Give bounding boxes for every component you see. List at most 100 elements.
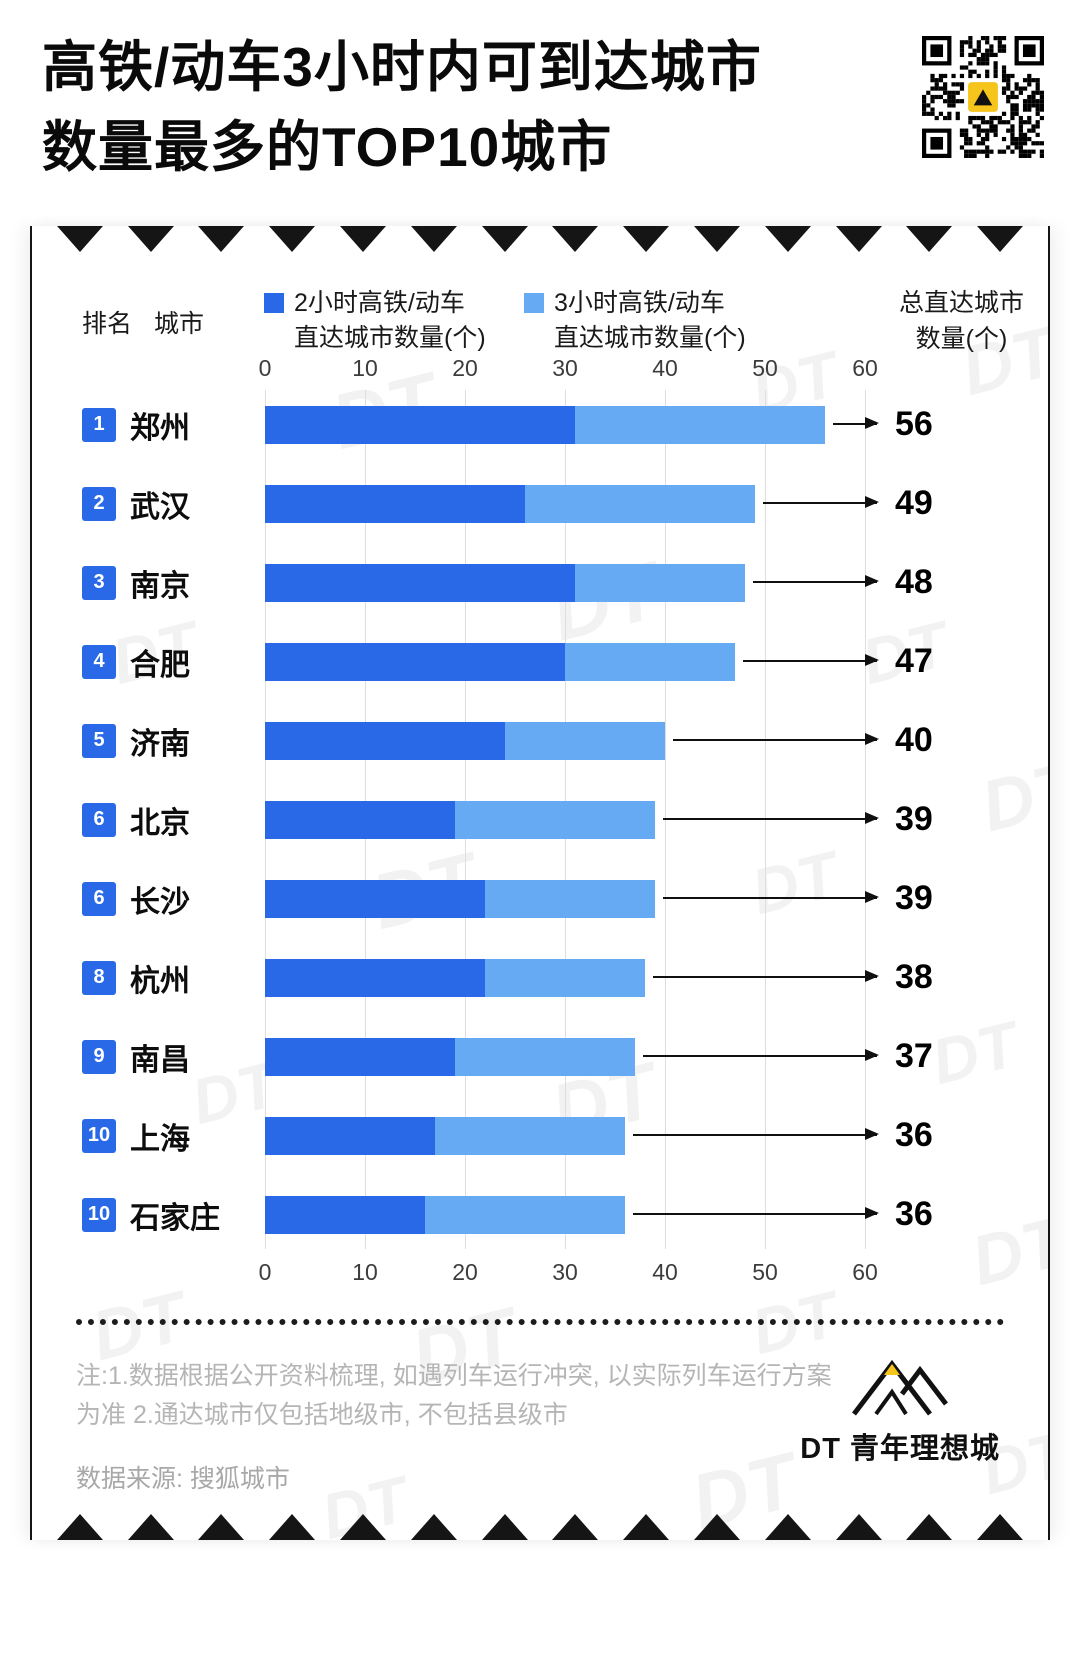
legend-label-2h: 2小时高铁/动车 直达城市数量(个) bbox=[294, 289, 486, 352]
bar-segment-3h bbox=[575, 405, 825, 444]
bar-segment-2h bbox=[265, 484, 525, 523]
title-line1: 高铁/动车3小时内可到达城市 bbox=[42, 36, 762, 98]
city-column-header: 城市 bbox=[154, 310, 205, 338]
axis-tick-label: 40 bbox=[652, 1259, 678, 1285]
rank-badge: 10 bbox=[82, 1118, 116, 1153]
city-label: 北京 bbox=[130, 806, 190, 840]
mountain-logo-icon bbox=[852, 1359, 949, 1416]
bar-segment-3h bbox=[435, 1116, 625, 1155]
rank-badge: 2 bbox=[82, 486, 116, 521]
table-row: 2 武汉 49 bbox=[32, 464, 1048, 543]
total-value: 36 bbox=[895, 1116, 933, 1154]
ticket-serrated-edge-top bbox=[32, 226, 1048, 252]
bar-segment-3h bbox=[485, 958, 645, 997]
bar-group bbox=[265, 800, 879, 839]
bar-group bbox=[265, 879, 879, 918]
total-value: 56 bbox=[895, 405, 933, 443]
total-arrow bbox=[673, 732, 879, 745]
city-label: 济南 bbox=[130, 727, 190, 761]
total-value: 40 bbox=[895, 721, 933, 759]
axis-tick-label: 10 bbox=[352, 1259, 378, 1285]
axis-tick-label: 30 bbox=[552, 355, 578, 381]
bar-group bbox=[265, 484, 879, 523]
bar-segment-2h bbox=[265, 642, 565, 681]
bar-segment-3h bbox=[455, 1037, 635, 1076]
total-arrow bbox=[663, 890, 879, 903]
bar-segment-2h bbox=[265, 1195, 425, 1234]
bar-segment-2h bbox=[265, 405, 575, 444]
total-arrow bbox=[833, 416, 879, 429]
bar-segment-2h bbox=[265, 1037, 455, 1076]
bar-segment-3h bbox=[565, 642, 735, 681]
total-arrow bbox=[753, 574, 879, 587]
rank-badge: 4 bbox=[82, 644, 116, 679]
chart-area: 0 10 20 30 40 50 60 1 郑州 56 2 武汉 49 3 南京 48 4 合肥 47 5 济南 40 6… bbox=[32, 350, 1048, 1289]
city-label: 郑州 bbox=[130, 411, 190, 445]
table-row: 5 济南 40 bbox=[32, 701, 1048, 780]
legend-item-3h: 3小时高铁/动车 直达城市数量(个) bbox=[524, 286, 746, 355]
bar-group bbox=[265, 1116, 879, 1155]
bar-group bbox=[265, 1037, 879, 1076]
qr-code bbox=[922, 36, 1044, 158]
rank-badge: 10 bbox=[82, 1197, 116, 1232]
bar-segment-3h bbox=[525, 484, 755, 523]
axis-tick-label: 60 bbox=[852, 355, 878, 381]
footnote-line1: 注:1.数据根据公开资料梳理, 如遇列车运行冲突, 以实际列车运行方案 bbox=[76, 1362, 832, 1390]
legend-label-3h: 3小时高铁/动车 直达城市数量(个) bbox=[554, 289, 746, 352]
ticket-serrated-edge-bottom bbox=[32, 1514, 1048, 1540]
table-row: 6 北京 39 bbox=[32, 780, 1048, 859]
axis-tick-label: 0 bbox=[258, 355, 272, 381]
total-value: 38 bbox=[895, 958, 933, 996]
bar-segment-2h bbox=[265, 1116, 435, 1155]
total-arrow bbox=[643, 1048, 879, 1061]
rank-badge: 1 bbox=[82, 407, 116, 442]
page-title: 高铁/动车3小时内可到达城市 数量最多的TOP10城市 bbox=[42, 28, 762, 188]
total-value: 49 bbox=[895, 484, 933, 522]
total-value: 48 bbox=[895, 563, 933, 601]
city-label: 南昌 bbox=[130, 1043, 190, 1077]
bar-group bbox=[265, 721, 879, 760]
chart-header: 排名 城市 2小时高铁/动车 直达城市数量(个) 3小时高铁/动车 直达城市数量… bbox=[32, 274, 1048, 353]
city-label: 南京 bbox=[130, 569, 190, 603]
rank-badge: 6 bbox=[82, 802, 116, 837]
bar-segment-2h bbox=[265, 958, 485, 997]
total-value: 47 bbox=[895, 642, 933, 680]
rank-badge: 9 bbox=[82, 1039, 116, 1074]
brand-logo: DT 青年理想城 bbox=[800, 1354, 1000, 1467]
bar-segment-2h bbox=[265, 721, 505, 760]
city-label: 杭州 bbox=[130, 964, 190, 998]
city-label: 上海 bbox=[130, 1122, 190, 1156]
bar-segment-2h bbox=[265, 563, 575, 602]
bar-group bbox=[265, 642, 879, 681]
table-row: 6 长沙 39 bbox=[32, 859, 1048, 938]
total-arrow bbox=[633, 1206, 879, 1219]
table-row: 8 杭州 38 bbox=[32, 938, 1048, 1017]
rank-badge: 6 bbox=[82, 881, 116, 916]
total-arrow bbox=[663, 811, 879, 824]
city-label: 合肥 bbox=[130, 648, 190, 682]
bar-group bbox=[265, 1195, 879, 1234]
bar-segment-3h bbox=[425, 1195, 625, 1234]
footnotes: 注:1.数据根据公开资料梳理, 如遇列车运行冲突, 以实际列车运行方案 为准 2… bbox=[76, 1357, 876, 1435]
legend-swatch-3h bbox=[524, 293, 544, 313]
table-row: 9 南昌 37 bbox=[32, 1017, 1048, 1096]
ticket-card: DTDTDTDTDTDTDTDTDTDTDTDTDTDTDTDTDTDTDT 排… bbox=[30, 226, 1050, 1540]
total-value: 37 bbox=[895, 1037, 933, 1075]
bar-segment-2h bbox=[265, 800, 455, 839]
axis-tick-label: 50 bbox=[752, 355, 778, 381]
axis-tick-label: 0 bbox=[258, 1259, 272, 1285]
chart-rows: 1 郑州 56 2 武汉 49 3 南京 48 4 合肥 47 5 济南 40 6 北京 39 6 长沙 39 8 杭州 38… bbox=[32, 385, 1048, 1254]
table-row: 10 上海 36 bbox=[32, 1096, 1048, 1175]
total-column-header: 总直达城市 数量(个) bbox=[898, 289, 1024, 353]
total-value: 36 bbox=[895, 1195, 933, 1233]
rank-column-header: 排名 bbox=[82, 310, 133, 338]
table-row: 10 石家庄 36 bbox=[32, 1175, 1048, 1254]
total-arrow bbox=[743, 653, 879, 666]
x-axis-top: 0 10 20 30 40 50 60 bbox=[259, 350, 878, 385]
axis-tick-label: 50 bbox=[752, 1259, 778, 1285]
footnote-line2: 为准 2.通达城市仅包括地级市, 不包括县级市 bbox=[76, 1400, 568, 1429]
bar-segment-3h bbox=[575, 563, 745, 602]
total-arrow bbox=[763, 495, 879, 508]
total-value: 39 bbox=[895, 800, 933, 838]
city-label: 长沙 bbox=[130, 885, 190, 919]
